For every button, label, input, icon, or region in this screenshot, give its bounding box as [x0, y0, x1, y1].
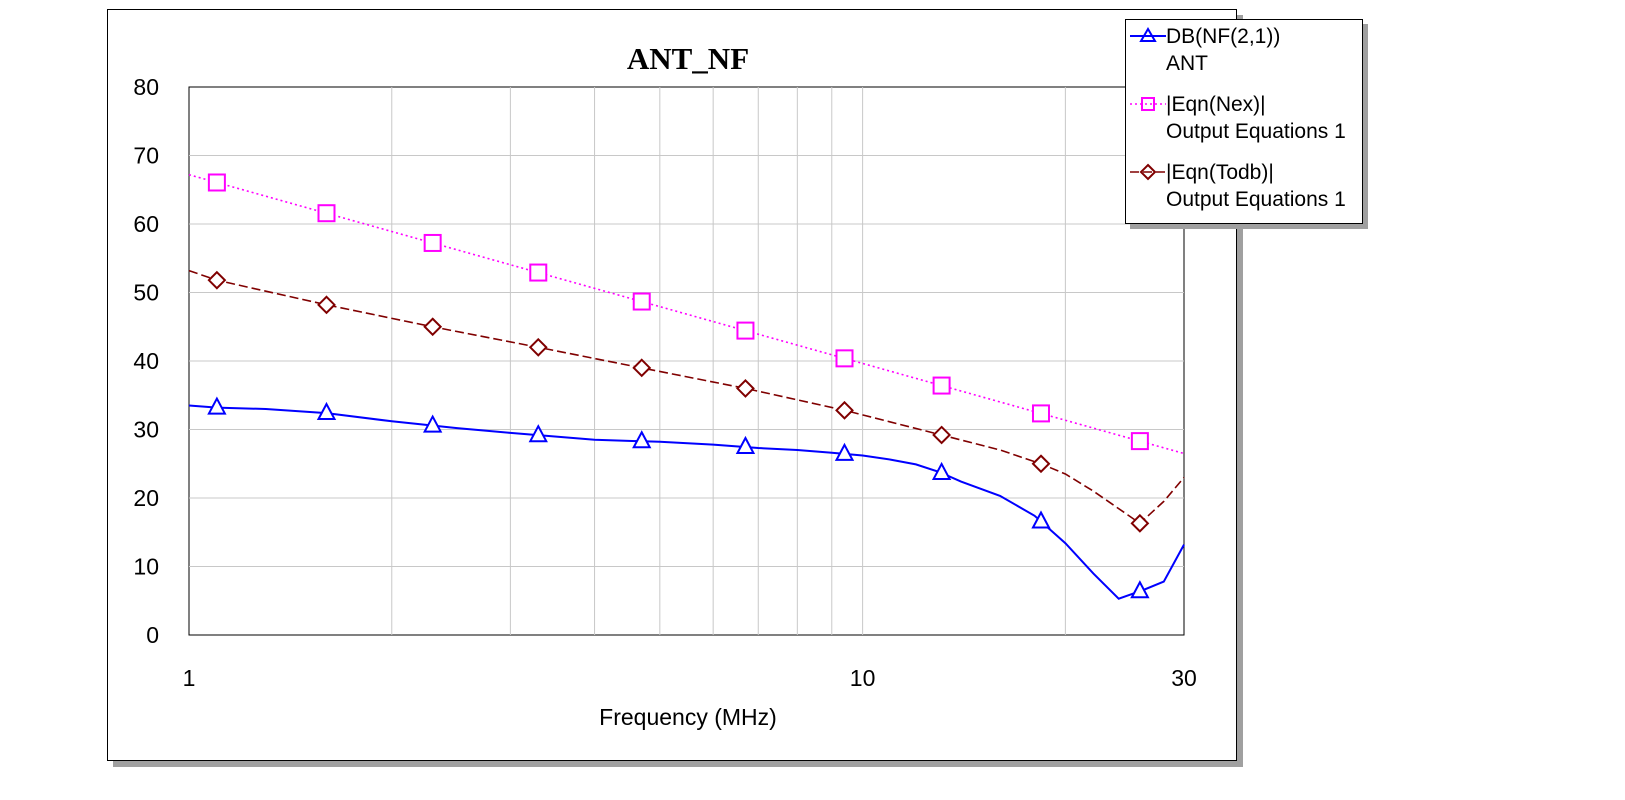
square-marker — [317, 204, 336, 223]
square-marker-icon — [1130, 97, 1166, 111]
chart-title: ANT_NF — [627, 41, 749, 76]
series-1 — [188, 173, 1185, 455]
triangle-marker — [207, 396, 227, 415]
legend-marker-nex — [1141, 97, 1155, 111]
square-marker — [1130, 432, 1149, 451]
diamond-marker-icon — [1130, 163, 1166, 181]
triangle-marker-icon — [1130, 27, 1166, 42]
triangle-marker — [834, 442, 855, 461]
legend-series-source: ANT — [1166, 52, 1208, 75]
legend-marker-nf — [1139, 27, 1157, 42]
legend-entry-nex: |Eqn(Nex)| Output Equations 1 — [1126, 92, 1364, 158]
triangle-marker — [632, 430, 652, 449]
legend-entry-todb: |Eqn(Todb)| Output Equations 1 — [1126, 160, 1364, 226]
square-marker — [1031, 404, 1050, 423]
triangle-marker — [1031, 510, 1051, 529]
legend-series-name: |Eqn(Todb)| — [1166, 161, 1274, 184]
square-marker — [736, 321, 755, 340]
square-marker — [632, 292, 651, 311]
x-tick-label: 30 — [1171, 665, 1197, 691]
diamond-marker — [1031, 454, 1051, 474]
y-tick-label: 70 — [133, 143, 159, 169]
triangle-marker — [1130, 580, 1150, 599]
legend-marker-todb — [1139, 163, 1157, 181]
series-0 — [188, 396, 1185, 600]
series-layer — [188, 173, 1185, 600]
diamond-marker — [528, 337, 548, 357]
square-marker — [529, 263, 548, 282]
diamond-marker — [736, 378, 755, 398]
diamond-marker — [835, 400, 854, 420]
x-axis-title: Frequency (MHz) — [599, 704, 777, 730]
series-line — [188, 173, 1185, 455]
square-marker — [207, 173, 226, 192]
x-tick-label: 10 — [850, 665, 876, 691]
legend-entry-nf: DB(NF(2,1)) ANT — [1126, 24, 1364, 90]
y-tick-label: 40 — [133, 348, 159, 374]
x-tick-label: 1 — [183, 665, 196, 691]
legend-series-name: DB(NF(2,1)) — [1166, 25, 1281, 48]
legend-series-source: Output Equations 1 — [1166, 120, 1346, 143]
legend-series-source: Output Equations 1 — [1166, 188, 1346, 211]
triangle-marker — [422, 414, 443, 433]
triangle-marker — [931, 461, 952, 480]
tick-labels: 0 10 20 30 40 50 60 70 80 1 10 30 — [133, 74, 1196, 691]
y-tick-label: 60 — [133, 211, 159, 237]
diamond-marker — [1130, 513, 1150, 533]
series-line — [188, 269, 1185, 525]
square-marker — [423, 233, 442, 252]
series-2 — [188, 269, 1185, 533]
square-marker — [932, 376, 951, 395]
grid — [189, 87, 1184, 635]
square-marker — [835, 349, 854, 368]
legend-series-name: |Eqn(Nex)| — [1166, 93, 1266, 116]
diamond-marker — [317, 295, 336, 315]
y-tick-label: 80 — [133, 74, 159, 100]
diamond-marker — [932, 425, 952, 445]
y-tick-label: 0 — [146, 622, 159, 648]
triangle-marker — [316, 401, 337, 421]
y-tick-label: 50 — [133, 280, 159, 306]
diamond-marker — [632, 358, 652, 378]
y-tick-label: 20 — [133, 485, 159, 511]
diamond-marker — [423, 317, 443, 337]
y-tick-label: 30 — [133, 417, 159, 443]
legend: DB(NF(2,1)) ANT |Eqn(Nex)| Output Equati… — [1125, 19, 1363, 224]
triangle-marker — [735, 435, 756, 455]
y-tick-label: 10 — [133, 554, 159, 580]
triangle-marker — [528, 424, 548, 443]
diamond-marker — [207, 270, 227, 290]
